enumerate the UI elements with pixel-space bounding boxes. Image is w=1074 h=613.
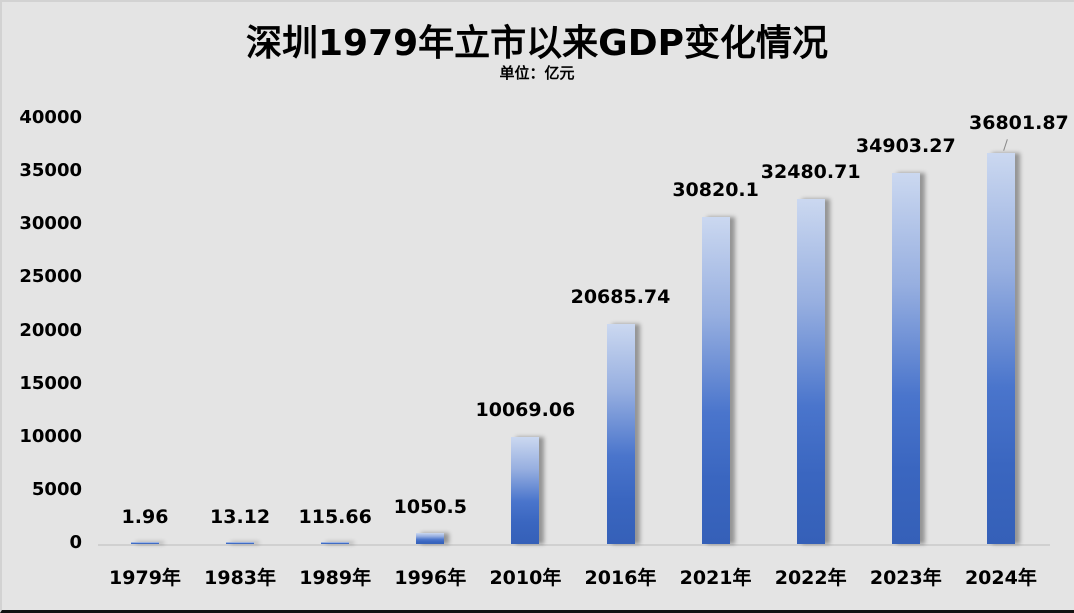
y-tick-label: 0 — [69, 532, 82, 553]
x-tick-label: 1989年 — [299, 567, 372, 589]
x-tick-label: 2021年 — [679, 567, 752, 589]
bar — [226, 542, 255, 544]
y-tick-label: 20000 — [19, 319, 82, 341]
data-label: 32480.71 — [760, 160, 861, 183]
y-tick-label: 5000 — [31, 478, 82, 500]
x-tick-label: 2010年 — [489, 567, 562, 589]
y-tick-label: 25000 — [19, 266, 82, 288]
data-label: 30820.1 — [672, 178, 759, 201]
bar — [511, 437, 540, 544]
bar — [606, 324, 635, 544]
y-tick-label: 15000 — [19, 372, 82, 394]
chart-subtitle: 单位：亿元 — [499, 64, 575, 82]
x-tick-label: 1983年 — [204, 567, 277, 589]
data-label: 36801.87 — [969, 112, 1069, 134]
y-tick-label: 40000 — [19, 107, 82, 128]
x-tick-label: 1979年 — [109, 567, 181, 589]
bar — [701, 216, 730, 544]
data-label: 1050.5 — [393, 496, 467, 518]
x-tick-label: 2024年 — [964, 567, 1037, 589]
x-tick-label: 2023年 — [869, 567, 942, 589]
data-label: 13.12 — [210, 506, 271, 528]
y-tick-label: 35000 — [19, 160, 82, 182]
x-tick-label: 1996年 — [394, 567, 467, 589]
bar — [131, 542, 159, 544]
bar — [891, 173, 920, 544]
data-label: 20685.74 — [570, 286, 671, 309]
data-label: 34903.27 — [855, 135, 956, 158]
bar — [796, 198, 825, 544]
y-tick-label: 30000 — [19, 213, 82, 235]
bar — [416, 532, 445, 544]
data-label: 10069.06 — [475, 399, 576, 422]
chart-title: 深圳1979年立市以来GDP变化情况 — [245, 23, 828, 64]
y-tick-label: 10000 — [19, 425, 82, 447]
x-tick-label: 2022年 — [774, 567, 847, 589]
bar — [986, 152, 1015, 544]
x-tick-label: 2016年 — [584, 567, 657, 589]
data-label: 1.96 — [121, 506, 169, 528]
bar — [321, 542, 350, 544]
x-axis-line — [98, 544, 1050, 546]
data-label: 115.66 — [298, 506, 372, 528]
